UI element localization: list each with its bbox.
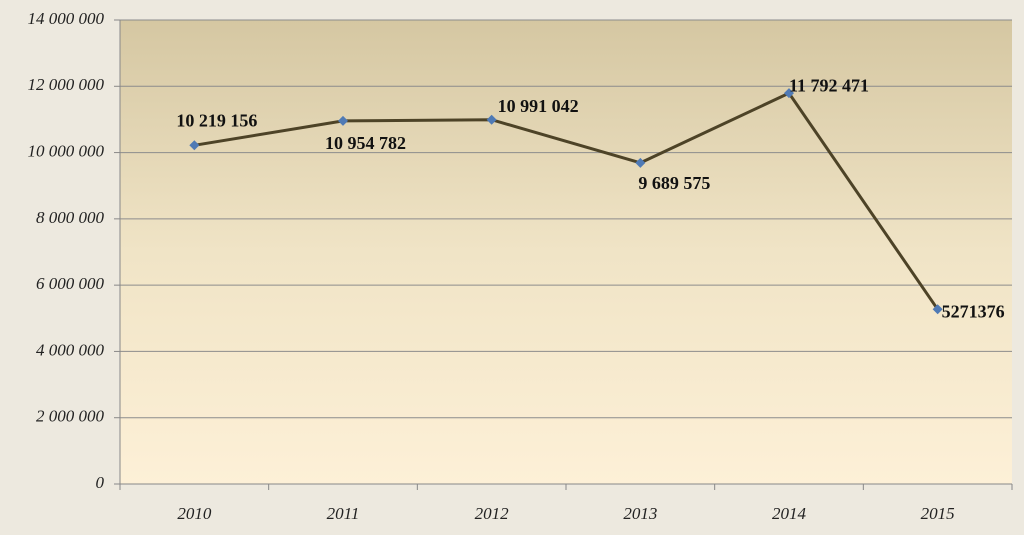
y-tick-label: 10 000 000 (28, 141, 105, 160)
marker (486, 114, 497, 125)
y-tick-label: 14 000 000 (28, 9, 105, 28)
x-tick-label: 2010 (177, 504, 212, 523)
x-tick-label: 2015 (921, 504, 955, 523)
x-tick-label: 2012 (475, 504, 510, 523)
y-tick-label: 6 000 000 (36, 274, 105, 293)
data-label: 10 219 156 (176, 110, 257, 130)
plot-area (120, 20, 1012, 484)
x-tick-label: 2011 (327, 504, 360, 523)
marker (784, 88, 794, 99)
marker (189, 140, 200, 151)
y-tick-label: 4 000 000 (36, 340, 105, 359)
y-tick-label: 8 000 000 (36, 208, 105, 227)
data-label: 11 792 471 (789, 75, 869, 95)
line (194, 91, 939, 311)
marker (338, 115, 348, 126)
marker (635, 157, 646, 168)
x-tick-label: 2014 (772, 504, 807, 523)
y-tick-label: 2 000 000 (36, 407, 105, 426)
data-label: 10 954 782 (325, 133, 406, 153)
data-label: 9 689 575 (638, 173, 710, 193)
data-label: 5271376 (942, 301, 1005, 321)
data-label: 10 991 042 (498, 96, 579, 116)
marker (932, 304, 943, 315)
y-tick-label: 0 (96, 473, 105, 492)
y-tick-label: 12 000 000 (28, 75, 105, 94)
x-tick-label: 2013 (623, 504, 657, 523)
